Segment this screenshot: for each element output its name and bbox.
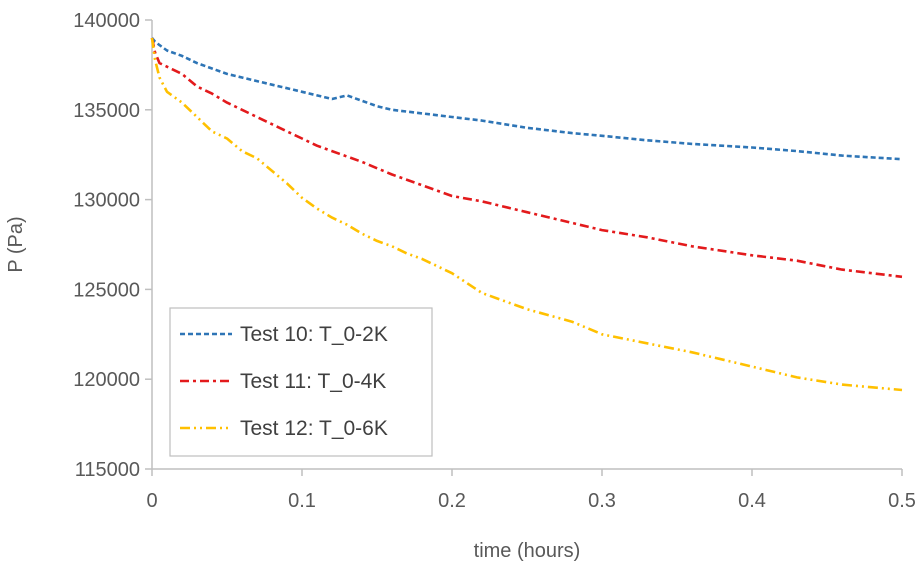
x-tick-label: 0.1 bbox=[288, 490, 316, 512]
y-tick-label: 135000 bbox=[73, 100, 140, 122]
series-line-2 bbox=[150, 37, 903, 279]
x-tick-label: 0.4 bbox=[738, 490, 766, 512]
x-tick-label: 0.2 bbox=[438, 490, 466, 512]
x-axis-title: time (hours) bbox=[474, 540, 581, 562]
legend-label-2: Test 11: T_0-4K bbox=[240, 370, 386, 393]
y-tick-label: 130000 bbox=[73, 190, 140, 212]
y-tick-label: 115000 bbox=[75, 459, 140, 481]
y-axis-title: P (Pa) bbox=[5, 216, 27, 272]
legend-label-3: Test 12: T_0-6K bbox=[240, 417, 388, 440]
x-tick-label: 0 bbox=[146, 490, 157, 512]
legend: Test 10: T_0-2K Test 11: T_0-4K Test 12: T… bbox=[169, 307, 433, 457]
x-tick-label: 0.3 bbox=[588, 490, 616, 512]
series-line-1 bbox=[151, 37, 903, 161]
legend-label-1: Test 10: T_0-2K bbox=[240, 323, 388, 346]
y-tick-label: 125000 bbox=[73, 279, 140, 301]
axes bbox=[145, 19, 903, 476]
tick-labels: 115000 120000 125000 130000 135000 140000 0 0.1… bbox=[73, 10, 916, 512]
x-tick-label: 0.5 bbox=[888, 490, 916, 512]
series-line-3 bbox=[150, 37, 903, 392]
y-tick-label: 140000 bbox=[73, 10, 140, 32]
y-tick-label: 120000 bbox=[73, 369, 140, 391]
series-lines bbox=[150, 37, 903, 392]
